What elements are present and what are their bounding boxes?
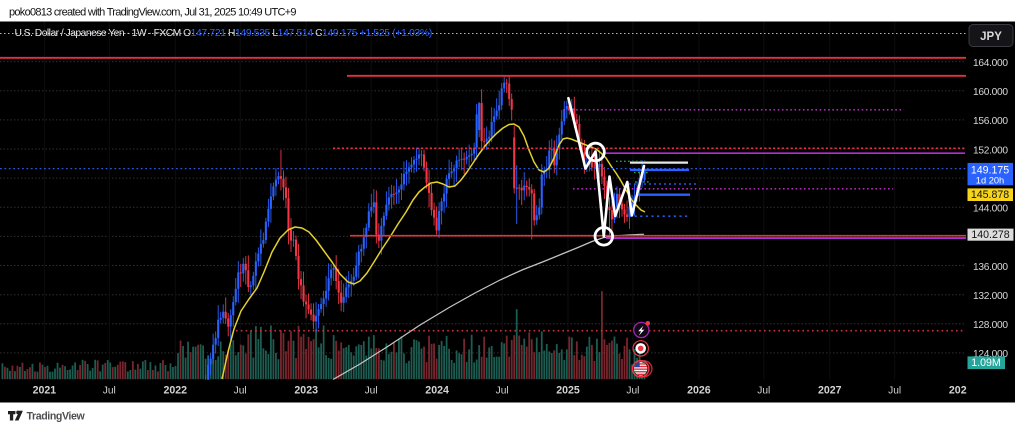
svg-text:2027: 2027 [818, 385, 842, 397]
svg-text:140.278: 140.278 [971, 229, 1009, 241]
svg-text:Jul: Jul [888, 385, 901, 396]
svg-text:2024: 2024 [425, 385, 449, 397]
svg-text:2023: 2023 [294, 385, 318, 397]
svg-text:Jul: Jul [496, 385, 509, 396]
svg-text:TradingView: TradingView [27, 411, 86, 423]
svg-text:128.000: 128.000 [973, 320, 1008, 331]
svg-text:U.S. Dollar / Japanese Yen · 1: U.S. Dollar / Japanese Yen · 1W · FXCM O… [15, 28, 432, 39]
svg-text:145.878: 145.878 [971, 189, 1009, 201]
svg-text:132.000: 132.000 [973, 291, 1008, 302]
svg-text:Jul: Jul [757, 385, 770, 396]
svg-text:160.000: 160.000 [973, 87, 1008, 98]
svg-text:124.000: 124.000 [973, 349, 1008, 360]
svg-text:1d 20h: 1d 20h [976, 176, 1004, 186]
svg-text:152.000: 152.000 [973, 145, 1008, 156]
svg-text:2022: 2022 [164, 385, 188, 397]
svg-text:2026: 2026 [687, 385, 711, 397]
svg-text:149.175: 149.175 [971, 164, 1009, 176]
svg-text:164.000: 164.000 [973, 58, 1008, 69]
svg-text:2025: 2025 [556, 385, 580, 397]
svg-text:Jul: Jul [234, 385, 247, 396]
svg-text:Jul: Jul [365, 385, 378, 396]
svg-text:JPY: JPY [980, 31, 1002, 43]
svg-text:144.000: 144.000 [973, 204, 1008, 215]
svg-text:2021: 2021 [33, 385, 57, 397]
svg-text:2028: 2028 [949, 385, 973, 397]
svg-text:poko0813 created with TradingV: poko0813 created with TradingView.com, J… [9, 7, 296, 19]
svg-text:136.000: 136.000 [973, 262, 1008, 273]
svg-text:1.09M: 1.09M [971, 357, 1000, 369]
svg-text:Jul: Jul [626, 385, 639, 396]
svg-text:156.000: 156.000 [973, 116, 1008, 127]
svg-text:Jul: Jul [103, 385, 116, 396]
